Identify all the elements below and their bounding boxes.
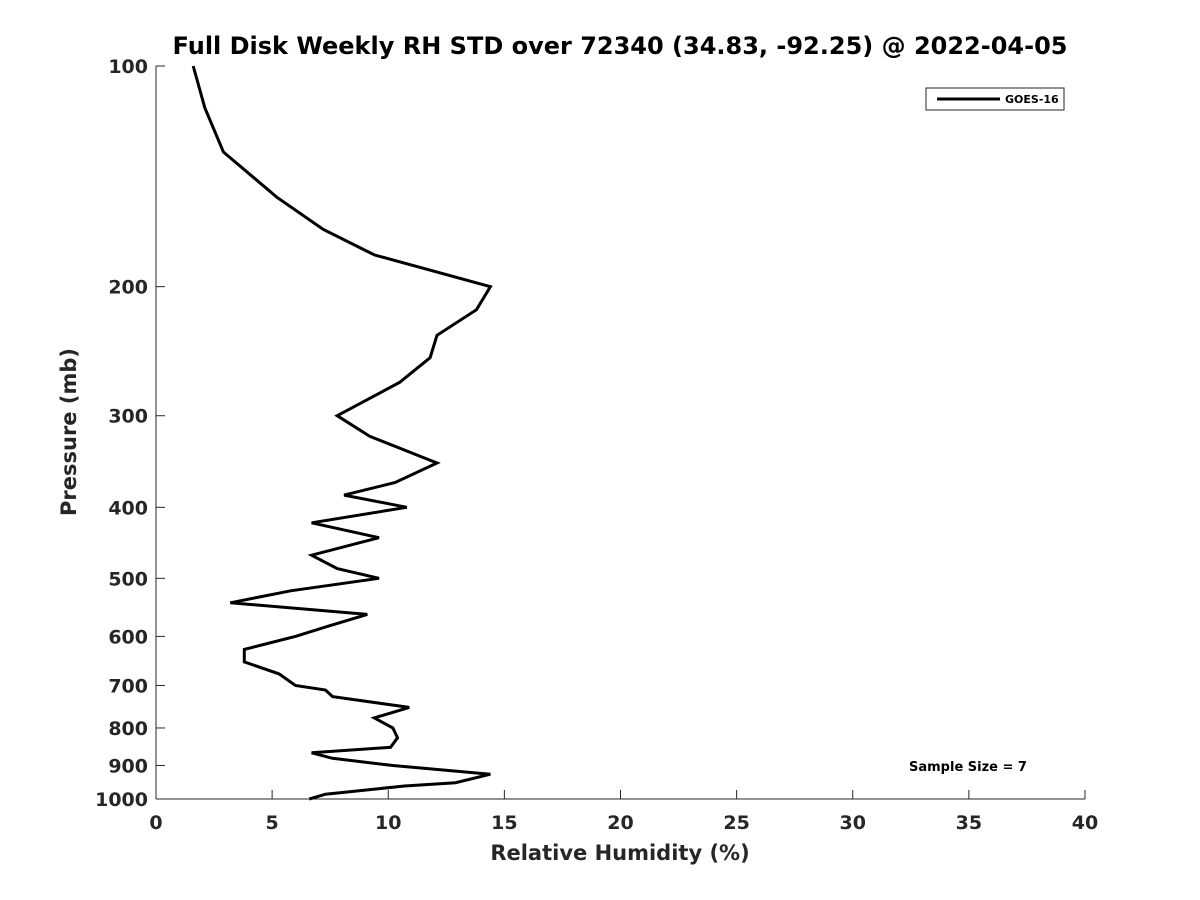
x-tick-label-5: 25 xyxy=(723,812,749,834)
series-line-0 xyxy=(191,65,493,801)
legend: GOES-16 xyxy=(925,87,1065,111)
x-tick-label-6: 30 xyxy=(840,812,866,834)
x-tick-label-3: 15 xyxy=(491,812,517,834)
y-tick-label-8: 900 xyxy=(108,755,148,777)
x-tick-label-4: 20 xyxy=(607,812,633,834)
y-tick-label-5: 600 xyxy=(108,626,148,648)
y-tick-label-3: 400 xyxy=(108,497,148,519)
x-tick-label-2: 10 xyxy=(375,812,401,834)
x-tick-label-7: 35 xyxy=(956,812,982,834)
x-tick-label-0: 0 xyxy=(149,812,162,834)
y-tick-label-2: 300 xyxy=(108,406,148,428)
y-axis-label: Pressure (mb) xyxy=(57,348,81,516)
x-tick-label-8: 40 xyxy=(1072,812,1098,834)
x-axis-label: Relative Humidity (%) xyxy=(490,841,749,865)
chart-title: Full Disk Weekly RH STD over 72340 (34.8… xyxy=(173,32,1068,60)
plot-area: 0 5 10 15 20 25 30 35 40 100 200 300 400 500 600 700 800… xyxy=(95,56,1098,834)
x-tick-label-1: 5 xyxy=(266,812,279,834)
y-tick-label-0: 100 xyxy=(108,56,148,78)
y-tick-label-7: 800 xyxy=(108,718,148,740)
sample-size-annotation: Sample Size = 7 xyxy=(909,760,1027,775)
legend-entry-label: GOES-16 xyxy=(1005,93,1059,106)
y-tick-label-6: 700 xyxy=(108,675,148,697)
y-tick-label-4: 500 xyxy=(108,568,148,590)
y-tick-label-9: 1000 xyxy=(95,789,148,811)
y-tick-label-1: 200 xyxy=(108,277,148,299)
